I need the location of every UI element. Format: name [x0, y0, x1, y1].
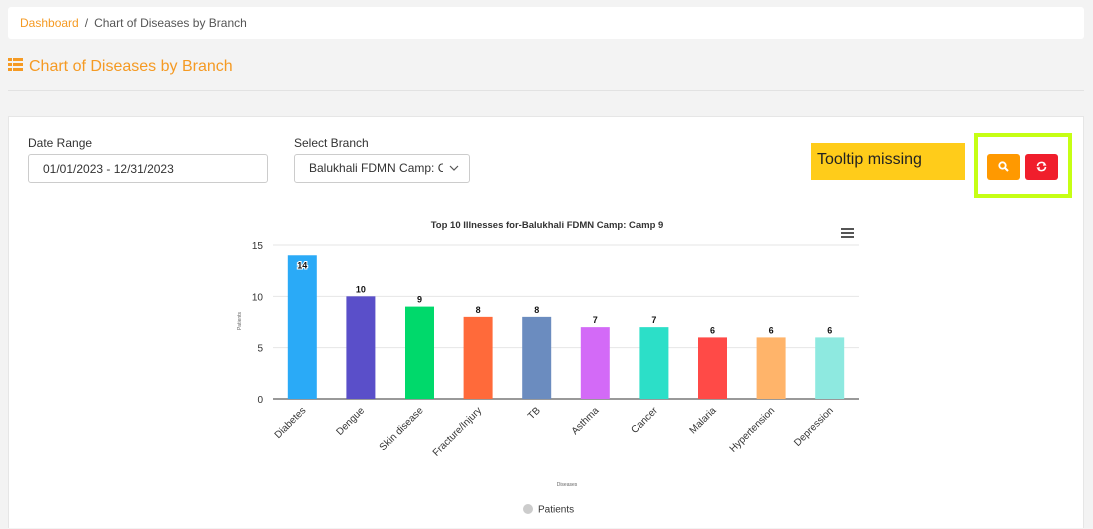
buttons-highlight-box	[974, 133, 1072, 198]
x-tick-label: Hypertension	[728, 405, 777, 454]
reset-button[interactable]	[1025, 154, 1058, 180]
bar-diabetes[interactable]	[287, 255, 317, 399]
branch-select[interactable]: Balukhali FDMN Camp: Ca	[294, 154, 470, 183]
y-axis-label: Patients	[237, 311, 243, 330]
date-range-input[interactable]	[28, 154, 268, 183]
hamburger-menu-icon	[841, 228, 854, 238]
bar-cancer[interactable]	[639, 327, 669, 399]
x-tick-label: TB	[526, 405, 543, 422]
title-divider	[8, 90, 1084, 91]
y-tick-label: 15	[252, 241, 264, 252]
bar-tb[interactable]	[522, 316, 552, 399]
diseases-bar-chart: Top 10 Illnesses for-Balukhali FDMN Camp…	[237, 220, 859, 516]
data-label: 8	[534, 305, 539, 315]
data-label: 14	[297, 260, 307, 270]
bar-skin-disease[interactable]	[405, 306, 434, 399]
y-tick-label: 10	[252, 292, 264, 303]
refresh-icon	[1036, 160, 1047, 175]
x-tick-label: Malaria	[688, 405, 719, 436]
data-label: 6	[710, 325, 715, 335]
data-label: 7	[593, 315, 598, 325]
x-tick-label: Dengue	[334, 405, 367, 438]
search-icon	[998, 160, 1009, 175]
date-range-label: Date Range	[28, 136, 93, 150]
table-list-icon	[8, 58, 23, 76]
data-label: 7	[651, 315, 656, 325]
chevron-down-icon	[449, 155, 459, 182]
breadcrumb-current: Chart of Diseases by Branch	[94, 16, 247, 30]
bar-dengue[interactable]	[346, 296, 376, 399]
branch-select-value: Balukhali FDMN Camp: Ca	[309, 161, 443, 175]
x-tick-label: Asthma	[570, 405, 602, 437]
bar-hypertension[interactable]	[756, 337, 786, 399]
chart-title: Top 10 Illnesses for-Balukhali FDMN Camp…	[431, 220, 664, 231]
legend-marker	[523, 504, 533, 514]
x-tick-label: Fracture/Injury	[431, 405, 484, 458]
branch-label: Select Branch	[294, 136, 369, 150]
breadcrumb: Dashboard / Chart of Diseases by Branch	[8, 7, 1084, 39]
bar-asthma[interactable]	[580, 327, 610, 399]
page-title: Chart of Diseases by Branch	[8, 58, 233, 76]
chart-menu-button[interactable]	[839, 225, 855, 239]
x-tick-label: Depression	[792, 405, 836, 449]
bar-malaria[interactable]	[698, 337, 727, 399]
data-label: 9	[417, 295, 422, 305]
search-button[interactable]	[987, 154, 1020, 180]
data-label: 6	[769, 325, 774, 335]
breadcrumb-separator: /	[84, 16, 89, 30]
bar-fracture-injury[interactable]	[463, 316, 493, 399]
filter-chart-card: Date Range Select Branch Balukhali FDMN …	[8, 116, 1084, 528]
legend-label: Patients	[538, 505, 574, 516]
x-tick-label: Skin disease	[378, 405, 426, 453]
x-tick-label: Cancer	[629, 405, 660, 436]
x-axis-label: Diseases	[557, 482, 578, 488]
y-tick-label: 5	[257, 344, 263, 355]
data-label: 8	[476, 305, 481, 315]
x-tick-label: Diabetes	[273, 405, 309, 441]
tooltip-missing-note: Tooltip missing	[811, 143, 965, 180]
breadcrumb-dashboard-link[interactable]: Dashboard	[20, 16, 79, 30]
data-label: 10	[356, 284, 366, 294]
y-tick-label: 0	[257, 395, 263, 406]
bar-depression[interactable]	[815, 337, 845, 399]
page-title-text: Chart of Diseases by Branch	[29, 58, 233, 75]
chart-legend[interactable]: Patients	[523, 504, 574, 516]
data-label: 6	[827, 325, 832, 335]
